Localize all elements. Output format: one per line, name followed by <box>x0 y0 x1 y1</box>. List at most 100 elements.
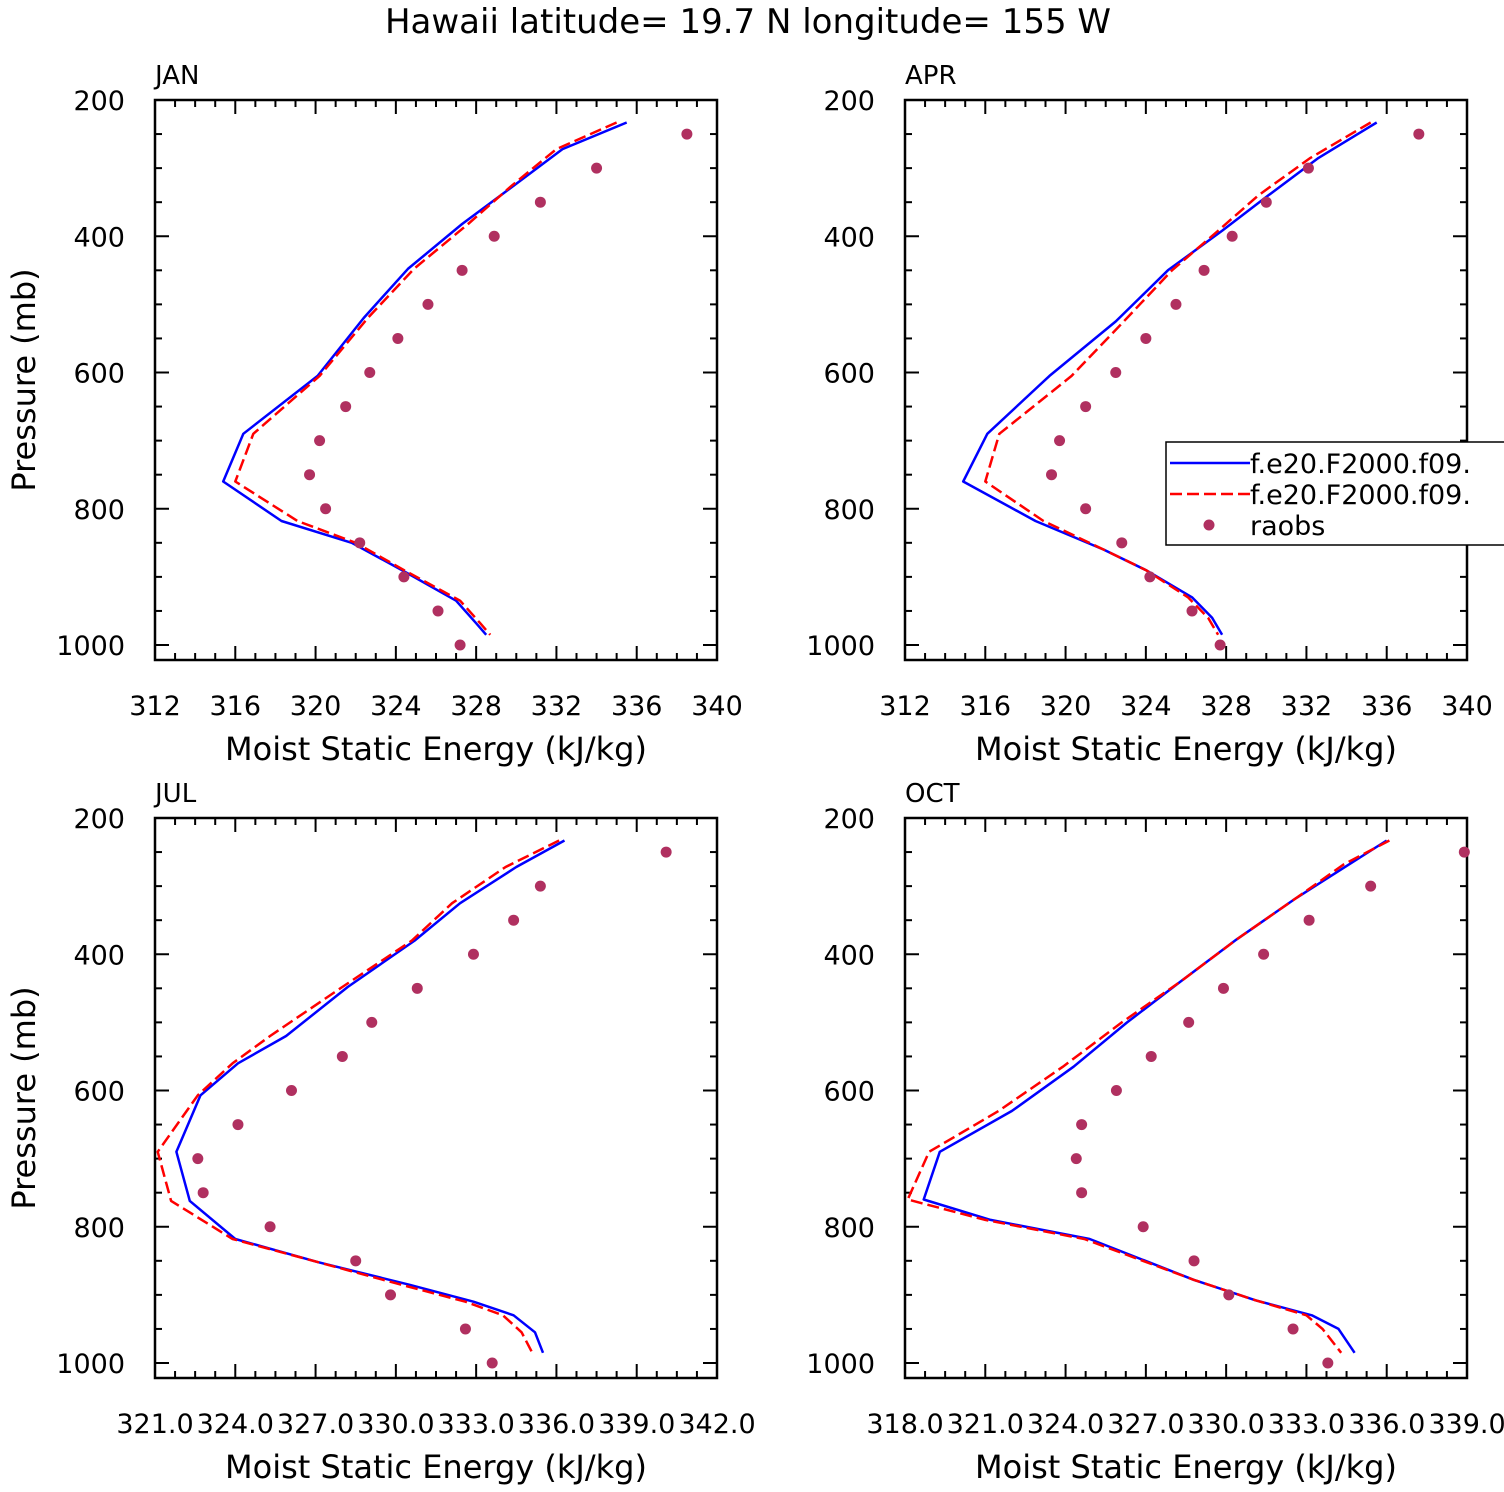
raobs-point <box>385 1289 397 1301</box>
raobs-point <box>459 1323 471 1335</box>
x-tick-label: 318.0 <box>866 1409 943 1440</box>
raobs-point <box>508 914 520 926</box>
x-tick-label: 340 <box>1441 691 1493 722</box>
raobs-point <box>1070 1153 1082 1165</box>
raobs-point <box>1214 639 1226 651</box>
raobs-point <box>320 503 332 515</box>
series-line-solid <box>922 839 1388 1354</box>
y-tick-label: 600 <box>823 1077 875 1108</box>
raobs-point <box>486 1357 498 1369</box>
x-tick-label: 336.0 <box>518 1409 595 1440</box>
raobs-point <box>1322 1357 1334 1369</box>
raobs-point <box>411 982 423 994</box>
y-tick-label: 400 <box>823 940 875 971</box>
x-tick-label: 332 <box>1281 691 1333 722</box>
raobs-point <box>422 298 434 310</box>
x-axis-label: Moist Static Energy (kJ/kg) <box>225 730 647 768</box>
x-tick-label: 339.0 <box>598 1409 675 1440</box>
raobs-point <box>1217 982 1229 994</box>
x-tick-label: 336 <box>611 691 663 722</box>
raobs-point <box>398 571 410 583</box>
panel-jan: JAN 312 316 320 324 328 332 336 340 200 400 600 800 1… <box>5 61 743 768</box>
x-tick-label: 324 <box>1120 691 1172 722</box>
x-tick-label: 320 <box>1040 691 1092 722</box>
raobs-point <box>1046 469 1058 481</box>
y-axis-label: Pressure (mb) <box>5 986 43 1209</box>
raobs-point <box>488 230 500 242</box>
x-tick-label: 320 <box>290 691 342 722</box>
y-tick-label: 800 <box>823 1213 875 1244</box>
x-tick-label: 332 <box>531 691 583 722</box>
raobs-point <box>1110 1085 1122 1096</box>
x-tick-label: 324.0 <box>197 1409 274 1440</box>
x-tick-label: 321.0 <box>116 1409 193 1440</box>
raobs-point <box>336 1050 348 1062</box>
panel-jul: JUL 321.0 324.0 327.0 330.0 333.0 336.0 339.0 34… <box>5 779 756 1486</box>
legend: f.e20.F2000.f09.f.e20.F2000.f09.raobs <box>1165 441 1504 546</box>
raobs-point <box>264 1221 276 1233</box>
y-tick-label: 400 <box>823 222 875 253</box>
plot-frame <box>153 816 719 1380</box>
y-tick-label: 1000 <box>806 631 875 662</box>
raobs-point <box>232 1119 244 1131</box>
series-line-dashed <box>234 121 618 636</box>
raobs-point <box>534 880 546 892</box>
x-tick-label: 342.0 <box>678 1409 755 1440</box>
y-tick-label: 1000 <box>806 1349 875 1380</box>
x-axis-label: Moist Static Energy (kJ/kg) <box>225 1448 647 1486</box>
raobs-point <box>392 332 404 344</box>
raobs-point <box>192 1153 204 1165</box>
y-tick-label: 800 <box>823 495 875 526</box>
y-tick-label: 600 <box>73 1077 125 1108</box>
y-tick-label: 200 <box>823 804 875 835</box>
raobs-point <box>591 162 603 174</box>
y-tick-label: 600 <box>823 359 875 390</box>
raobs-point <box>304 469 316 481</box>
raobs-point <box>1303 914 1315 926</box>
figure-title: Hawaii latitude= 19.7 N longitude= 155 W <box>385 2 1111 42</box>
raobs-point <box>681 128 693 140</box>
y-tick-label: 600 <box>73 359 125 390</box>
raobs-point <box>1076 1187 1088 1199</box>
x-tick-label: 316 <box>210 691 262 722</box>
raobs-point <box>1116 537 1128 549</box>
y-tick-label: 800 <box>73 1213 125 1244</box>
raobs-point <box>340 401 352 413</box>
legend-label: raobs <box>1250 511 1325 542</box>
series-line-solid <box>175 839 566 1354</box>
legend-marker-dot <box>1203 519 1215 531</box>
y-tick-label: 1000 <box>56 1349 125 1380</box>
x-tick-label: 312 <box>129 691 181 722</box>
panel-title: JAN <box>153 61 199 91</box>
raobs-point <box>1413 128 1425 140</box>
y-tick-label: 1000 <box>56 631 125 662</box>
raobs-point <box>1076 1119 1088 1131</box>
raobs-point <box>1054 435 1066 447</box>
y-tick-label: 800 <box>73 495 125 526</box>
series-line-solid <box>961 121 1378 636</box>
raobs-point <box>1458 846 1470 858</box>
series-line-dashed <box>984 121 1372 636</box>
x-tick-label: 336 <box>1361 691 1413 722</box>
x-tick-label: 324.0 <box>1027 1409 1104 1440</box>
raobs-point <box>1188 1255 1200 1267</box>
series-raobs <box>192 846 672 1369</box>
series-raobs <box>1046 128 1425 651</box>
series-line-dashed <box>156 839 560 1354</box>
plot-frame <box>153 98 719 662</box>
raobs-point <box>285 1085 297 1096</box>
x-tick-label: 339.0 <box>1428 1409 1504 1440</box>
x-axis-label: Moist Static Energy (kJ/kg) <box>975 730 1397 768</box>
x-tick-label: 327.0 <box>1107 1409 1184 1440</box>
raobs-point <box>534 196 546 208</box>
series-line-dashed <box>906 839 1390 1354</box>
raobs-point <box>1137 1221 1149 1233</box>
x-tick-label: 330.0 <box>1187 1409 1264 1440</box>
raobs-point <box>364 367 376 378</box>
x-tick-label: 321.0 <box>947 1409 1024 1440</box>
raobs-point <box>350 1255 362 1267</box>
series-raobs <box>1070 846 1470 1369</box>
x-tick-label: 316 <box>960 691 1012 722</box>
panel-title: OCT <box>905 779 960 809</box>
